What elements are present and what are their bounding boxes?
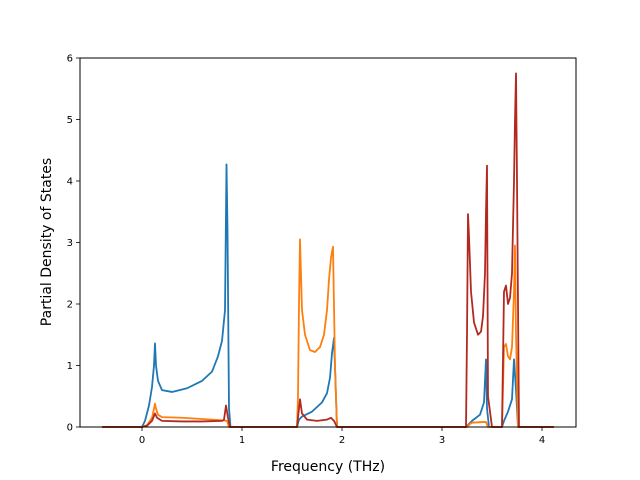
x-ticks: 0 1 2 3 4: [139, 427, 545, 446]
y-tick-label: 2: [67, 300, 73, 311]
y-tick-label: 3: [67, 238, 73, 249]
x-tick-label: 0: [139, 435, 145, 446]
y-tick-label: 6: [67, 54, 73, 65]
series-line-2: [102, 238, 554, 428]
x-tick-label: 2: [339, 435, 345, 446]
y-ticks: 0 1 2 3 4 5 6: [67, 54, 80, 434]
x-axis-label: Frequency (THz): [271, 459, 385, 475]
x-tick-label: 3: [439, 435, 445, 446]
x-tick-label: 4: [539, 435, 545, 446]
y-tick-label: 1: [67, 361, 73, 372]
y-axis-label: Partial Density of States: [39, 158, 55, 326]
y-tick-label: 0: [67, 423, 73, 434]
x-tick-label: 1: [239, 435, 245, 446]
y-tick-label: 4: [67, 177, 73, 188]
y-tick-label: 5: [67, 115, 73, 126]
